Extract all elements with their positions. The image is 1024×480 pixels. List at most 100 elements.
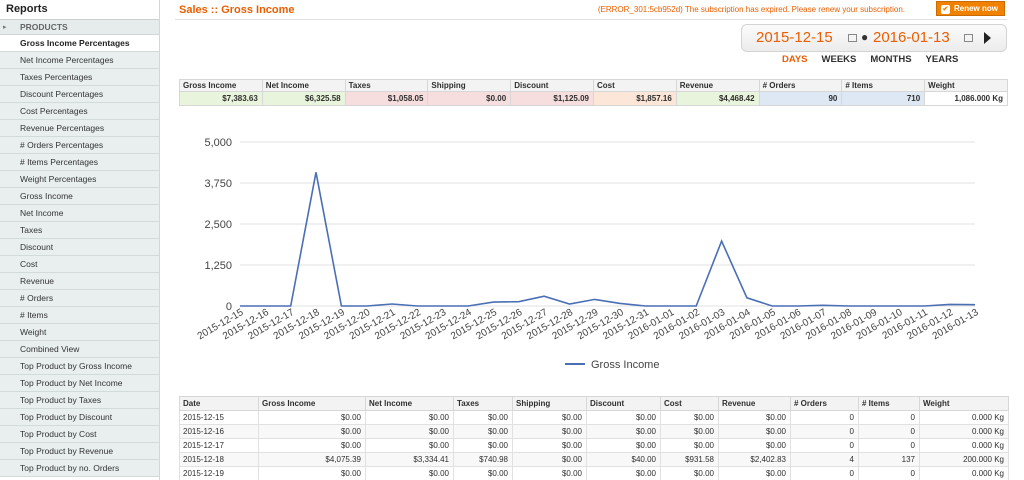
- column-header-date[interactable]: Date: [179, 396, 259, 411]
- table-cell-gross-income: $0.00: [258, 438, 366, 453]
- table-cell-num-orders: 4: [790, 452, 859, 467]
- table-cell-net-income: $0.00: [365, 410, 454, 425]
- table-cell-revenue: $2,402.83: [718, 452, 791, 467]
- period-tab-weeks[interactable]: WEEKS: [821, 54, 857, 65]
- sidebar-group-products[interactable]: ▸ PRODUCTS: [0, 20, 159, 35]
- sidebar-item-cost[interactable]: Cost: [0, 256, 159, 273]
- column-header-net-income[interactable]: Net Income: [365, 396, 454, 411]
- table-cell-num-items: 0: [858, 424, 920, 439]
- table-row: 2015-12-19 $0.00 $0.00 $0.00 $0.00 $0.00 $0.00…: [179, 466, 1009, 480]
- next-period-arrow-icon[interactable]: [984, 32, 991, 44]
- sidebar-item-top-product-by-gross-income[interactable]: Top Product by Gross Income: [0, 358, 159, 375]
- calendar-icon[interactable]: [848, 34, 857, 42]
- sidebar-item-cost-percentages[interactable]: Cost Percentages: [0, 103, 159, 120]
- table-cell-gross-income: $0.00: [258, 410, 366, 425]
- sidebar-item-weight-percentages[interactable]: Weight Percentages: [0, 171, 159, 188]
- table-cell-num-orders: 0: [790, 466, 859, 480]
- totals-header-taxes: Taxes: [344, 79, 429, 92]
- sidebar-item-top-product-by-taxes[interactable]: Top Product by Taxes: [0, 392, 159, 409]
- sidebar-item-top-product-by-revenue[interactable]: Top Product by Revenue: [0, 443, 159, 460]
- table-cell-discount: $0.00: [586, 466, 661, 480]
- renew-now-label: Renew now: [953, 4, 998, 13]
- table-row: 2015-12-16 $0.00 $0.00 $0.00 $0.00 $0.00 $0.00…: [179, 424, 1009, 439]
- period-tab-days[interactable]: DAYS: [782, 54, 808, 65]
- date-from[interactable]: 2015-12-15: [756, 29, 833, 46]
- date-range-picker: 2015-12-15 ● 2016-01-13: [741, 24, 1007, 52]
- triangle-right-icon: ▸: [3, 24, 7, 31]
- sidebar-item-net-income-percentages[interactable]: Net Income Percentages: [0, 52, 159, 69]
- y-tick-label: 5,000: [204, 137, 232, 149]
- column-header-weight[interactable]: Weight: [919, 396, 1009, 411]
- table-cell-cost: $0.00: [660, 424, 719, 439]
- table-cell-taxes: $0.00: [453, 410, 513, 425]
- table-cell-weight: 0.000 Kg: [919, 466, 1009, 480]
- table-cell-date: 2015-12-19: [179, 466, 259, 480]
- period-tab-years[interactable]: YEARS: [925, 54, 959, 65]
- calendar-icon[interactable]: [964, 34, 973, 42]
- table-cell-shipping: $0.00: [512, 410, 587, 425]
- totals-value-num-items: 710: [841, 91, 926, 106]
- sidebar: Reports ▸ PRODUCTS Gross Income Percenta…: [0, 0, 160, 480]
- table-cell-gross-income: $4,075.39: [258, 452, 366, 467]
- column-header-num-orders[interactable]: # Orders: [790, 396, 859, 411]
- sidebar-item-net-income[interactable]: Net Income: [0, 205, 159, 222]
- sidebar-item-num-items[interactable]: # Items: [0, 307, 159, 324]
- date-separator: ●: [861, 30, 869, 44]
- totals-header-revenue: Revenue: [675, 79, 760, 92]
- table-cell-discount: $40.00: [586, 452, 661, 467]
- sidebar-item-top-product-by-discount[interactable]: Top Product by Discount: [0, 409, 159, 426]
- series-line-gross-income: [240, 172, 976, 307]
- table-cell-shipping: $0.00: [512, 438, 587, 453]
- column-header-discount[interactable]: Discount: [586, 396, 661, 411]
- legend-entry: Gross Income: [591, 359, 659, 371]
- column-header-revenue[interactable]: Revenue: [718, 396, 791, 411]
- table-cell-weight: 200.000 Kg: [919, 452, 1009, 467]
- totals-header-net-income: Net Income: [261, 79, 346, 92]
- table-cell-net-income: $0.00: [365, 424, 454, 439]
- table-cell-taxes: $0.00: [453, 424, 513, 439]
- table-cell-date: 2015-12-17: [179, 438, 259, 453]
- table-cell-cost: $0.00: [660, 410, 719, 425]
- column-header-gross-income[interactable]: Gross Income: [258, 396, 366, 411]
- totals-header-weight: Weight: [924, 79, 1008, 92]
- sidebar-item-gross-income-percentages[interactable]: Gross Income Percentages: [0, 35, 159, 52]
- totals-table: Gross Income Net Income Taxes Shipping Disco…: [179, 79, 1008, 106]
- table-cell-shipping: $0.00: [512, 452, 587, 467]
- sidebar-item-revenue[interactable]: Revenue: [0, 273, 159, 290]
- column-header-cost[interactable]: Cost: [660, 396, 719, 411]
- sidebar-item-num-orders[interactable]: # Orders: [0, 290, 159, 307]
- sidebar-item-taxes[interactable]: Taxes: [0, 222, 159, 239]
- period-selector: DAYS WEEKS MONTHS YEARS: [782, 54, 972, 65]
- table-cell-gross-income: $0.00: [258, 424, 366, 439]
- y-tick-label: 2,500: [204, 219, 232, 231]
- renew-now-button[interactable]: ✔ Renew now: [935, 1, 1005, 16]
- check-icon: ✔: [940, 5, 950, 14]
- column-header-taxes[interactable]: Taxes: [453, 396, 513, 411]
- sidebar-item-discount-percentages[interactable]: Discount Percentages: [0, 86, 159, 103]
- sidebar-item-weight[interactable]: Weight: [0, 324, 159, 341]
- sidebar-item-taxes-percentages[interactable]: Taxes Percentages: [0, 69, 159, 86]
- totals-value-gross-income: $7,383.63: [179, 91, 263, 106]
- sidebar-item-gross-income[interactable]: Gross Income: [0, 188, 159, 205]
- sidebar-item-revenue-percentages[interactable]: Revenue Percentages: [0, 120, 159, 137]
- totals-value-shipping: $0.00: [427, 91, 512, 106]
- sidebar-item-top-product-by-cost[interactable]: Top Product by Cost: [0, 426, 159, 443]
- period-tab-months[interactable]: MONTHS: [870, 54, 912, 65]
- column-header-num-items[interactable]: # Items: [858, 396, 920, 411]
- table-row: 2015-12-15 $0.00 $0.00 $0.00 $0.00 $0.00 $0.00…: [179, 410, 1009, 425]
- totals-header-num-items: # Items: [841, 79, 926, 92]
- column-header-shipping[interactable]: Shipping: [512, 396, 587, 411]
- y-tick-label: 3,750: [204, 178, 232, 190]
- sidebar-item-discount[interactable]: Discount: [0, 239, 159, 256]
- sidebar-item-top-product-by-net-income[interactable]: Top Product by Net Income: [0, 375, 159, 392]
- main-content: Sales :: Gross Income (ERROR_301:5cb952d…: [175, 0, 1015, 480]
- sidebar-item-num-items-percentages[interactable]: # Items Percentages: [0, 154, 159, 171]
- table-cell-revenue: $0.00: [718, 466, 791, 480]
- sidebar-item-num-orders-percentages[interactable]: # Orders Percentages: [0, 137, 159, 154]
- sidebar-item-top-product-by-no-orders[interactable]: Top Product by no. Orders: [0, 460, 159, 477]
- date-to[interactable]: 2016-01-13: [873, 29, 950, 46]
- table-cell-discount: $0.00: [586, 438, 661, 453]
- table-cell-revenue: $0.00: [718, 438, 791, 453]
- totals-value-revenue: $4,468.42: [675, 91, 760, 106]
- sidebar-item-combined-view[interactable]: Combined View: [0, 341, 159, 358]
